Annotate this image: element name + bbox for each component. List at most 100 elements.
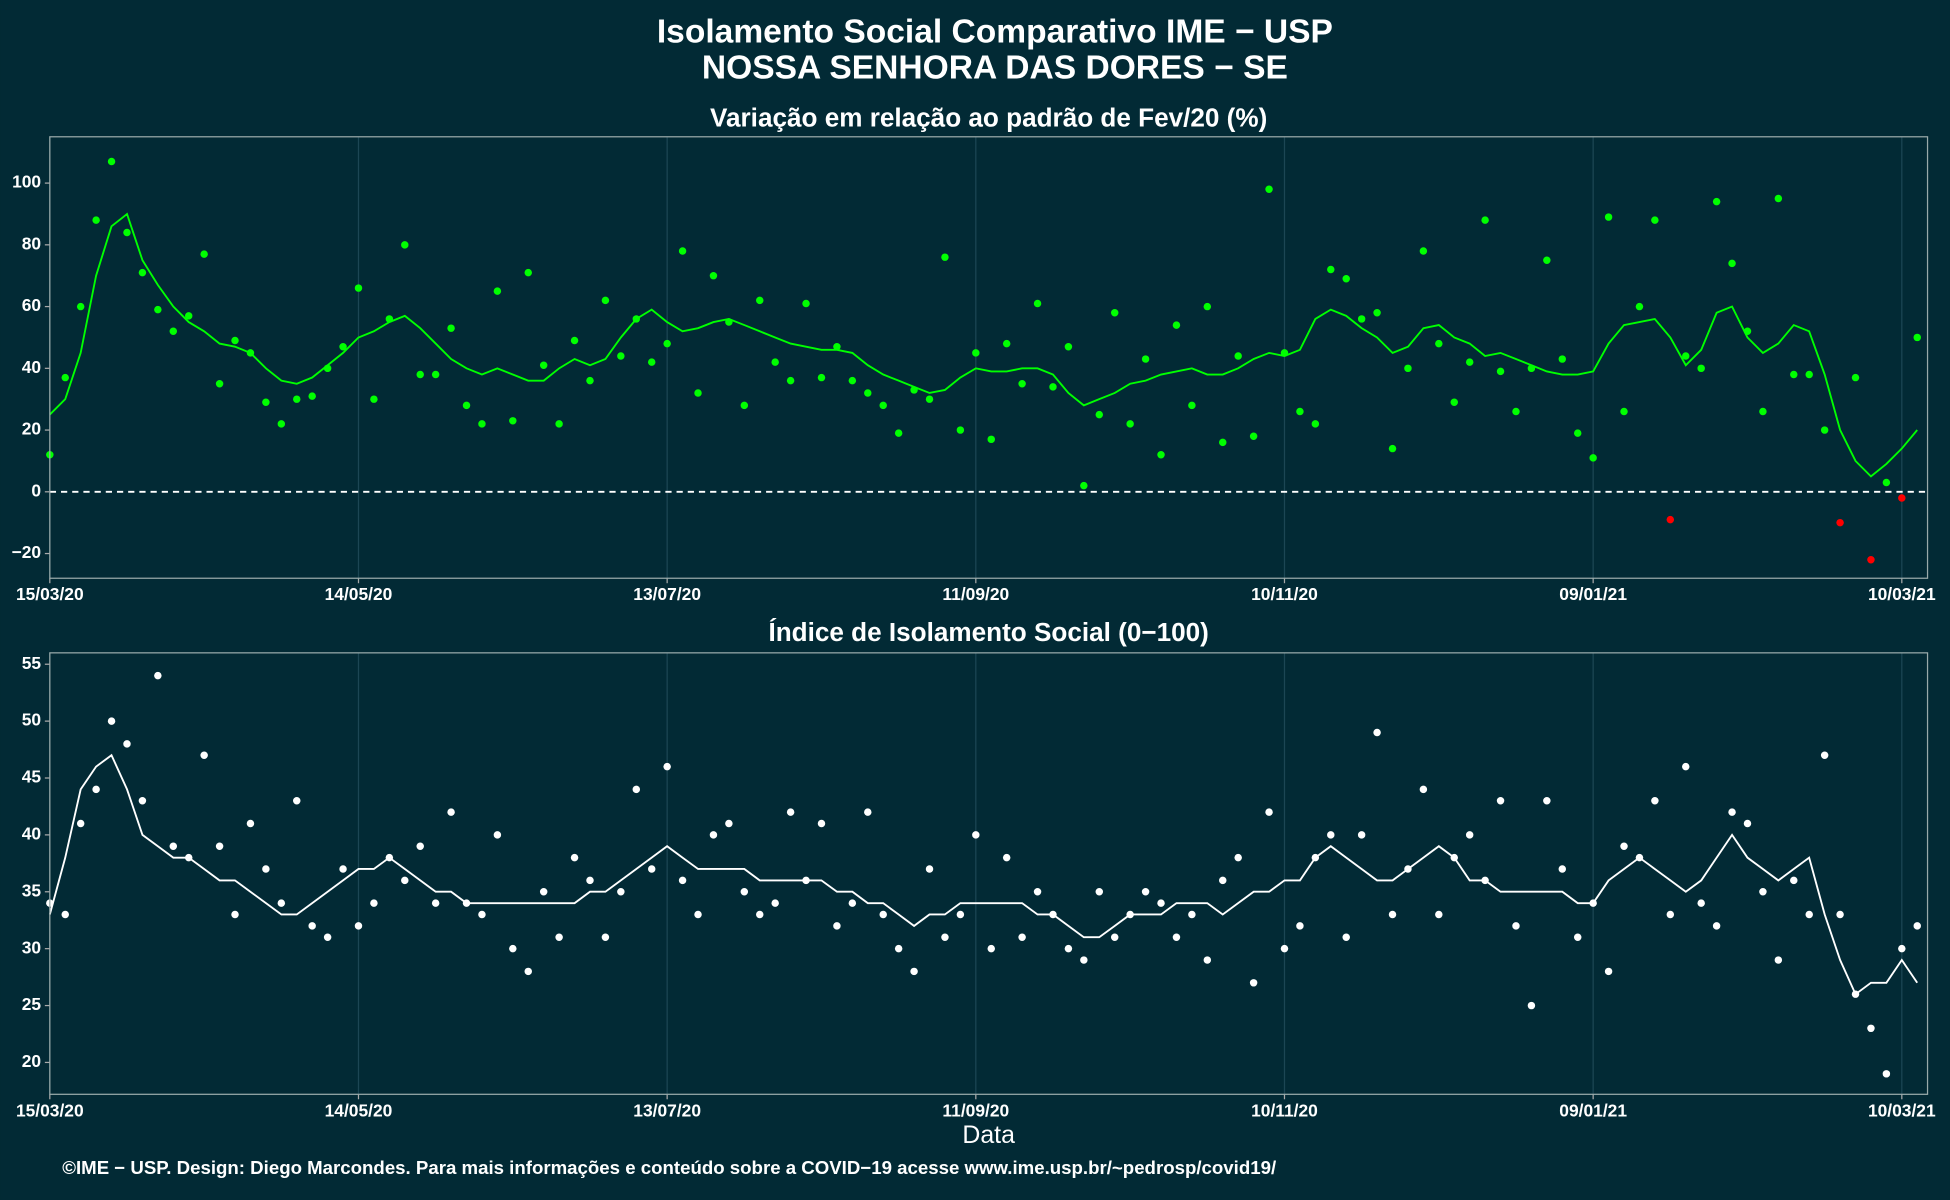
data-point xyxy=(802,299,810,308)
data-point xyxy=(184,312,193,320)
data-point xyxy=(1249,979,1258,987)
y-tick-label: 20 xyxy=(22,1051,41,1071)
data-point xyxy=(1543,256,1551,265)
data-point xyxy=(1898,944,1906,953)
y-tick-label: 55 xyxy=(22,653,42,673)
data-point xyxy=(262,865,270,873)
data-point xyxy=(1697,364,1705,373)
data-point xyxy=(1280,944,1289,953)
data-point xyxy=(1805,370,1813,379)
x-tick-label: 09/01/21 xyxy=(1559,1100,1627,1120)
x-tick-label: 14/05/20 xyxy=(325,584,393,604)
data-point xyxy=(1496,367,1505,376)
data-point xyxy=(1558,865,1567,873)
data-point xyxy=(1342,275,1350,283)
data-point xyxy=(462,401,471,410)
data-point xyxy=(416,842,424,850)
data-point xyxy=(894,429,903,437)
moving-average-line xyxy=(49,212,1918,478)
data-point xyxy=(1203,956,1212,964)
data-point xyxy=(879,401,887,410)
y-tick-label: 40 xyxy=(22,823,41,843)
panel-title: Índice de Isolamento Social (0−100) xyxy=(768,617,1208,647)
data-point xyxy=(771,358,779,366)
data-point xyxy=(1388,444,1397,453)
data-point xyxy=(694,389,702,397)
data-point xyxy=(1080,956,1088,964)
data-point xyxy=(1620,407,1628,416)
page-title: Isolamento Social Comparativo IME − USP xyxy=(657,13,1333,50)
x-axis-label: Data xyxy=(962,1121,1015,1149)
data-point xyxy=(1682,762,1690,771)
data-point xyxy=(833,342,841,351)
data-point xyxy=(524,967,532,976)
data-point xyxy=(509,417,517,425)
x-tick-label: 10/03/21 xyxy=(1868,584,1936,604)
data-point xyxy=(1249,432,1258,440)
data-point xyxy=(756,296,764,305)
data-point xyxy=(617,888,625,896)
data-point xyxy=(277,899,286,907)
y-tick-label: 40 xyxy=(22,357,41,377)
data-point xyxy=(1465,358,1474,366)
data-point xyxy=(601,933,610,942)
data-point xyxy=(1543,797,1551,805)
data-point xyxy=(1728,808,1736,816)
data-point xyxy=(647,865,656,873)
y-tick-label: 80 xyxy=(22,233,41,253)
data-point xyxy=(92,785,100,794)
data-point xyxy=(1882,1070,1891,1078)
data-point xyxy=(308,392,316,400)
data-point xyxy=(339,342,347,351)
data-point xyxy=(76,302,85,311)
data-point xyxy=(1682,352,1690,360)
data-point xyxy=(817,373,826,382)
data-point xyxy=(1265,185,1273,193)
data-point xyxy=(1435,339,1443,348)
data-point xyxy=(1867,555,1875,564)
data-point xyxy=(1265,808,1273,816)
data-point xyxy=(1126,420,1134,428)
data-point xyxy=(1049,383,1057,391)
data-point xyxy=(1712,922,1721,930)
data-point xyxy=(864,808,872,816)
data-point xyxy=(879,910,887,919)
x-tick-label: 15/03/20 xyxy=(16,1100,84,1120)
panel-border xyxy=(49,652,1929,1095)
data-point xyxy=(1296,922,1304,930)
x-tick-label: 13/07/20 xyxy=(633,1100,701,1120)
y-tick-label: 100 xyxy=(12,172,41,192)
data-point xyxy=(1913,333,1921,342)
data-point xyxy=(663,762,671,771)
data-point xyxy=(910,967,918,976)
y-tick-label: 45 xyxy=(22,767,42,787)
data-point xyxy=(1141,888,1150,896)
data-point xyxy=(107,157,116,166)
footer: ©IME − USP. Design: Diego Marcondes. Par… xyxy=(62,1157,1276,1178)
data-point xyxy=(1604,213,1613,221)
data-point xyxy=(1697,899,1705,907)
data-point xyxy=(663,339,671,348)
data-point xyxy=(1836,910,1844,919)
data-point xyxy=(756,910,764,919)
data-point xyxy=(1404,364,1412,373)
data-point xyxy=(1172,321,1181,329)
data-point xyxy=(1651,797,1659,805)
data-point xyxy=(1419,247,1428,255)
data-point xyxy=(215,842,224,850)
data-point xyxy=(1898,494,1906,502)
data-point xyxy=(1157,451,1165,459)
data-point xyxy=(1836,518,1844,527)
data-point xyxy=(1388,910,1397,919)
data-point xyxy=(123,228,131,237)
data-point xyxy=(941,933,949,942)
data-point xyxy=(431,370,440,379)
data-point xyxy=(169,842,178,850)
data-point xyxy=(1743,819,1752,828)
data-point xyxy=(169,327,178,336)
data-point xyxy=(370,395,378,403)
x-tick-label: 11/09/20 xyxy=(942,584,1009,604)
data-point xyxy=(1018,933,1026,942)
data-point xyxy=(570,336,579,345)
